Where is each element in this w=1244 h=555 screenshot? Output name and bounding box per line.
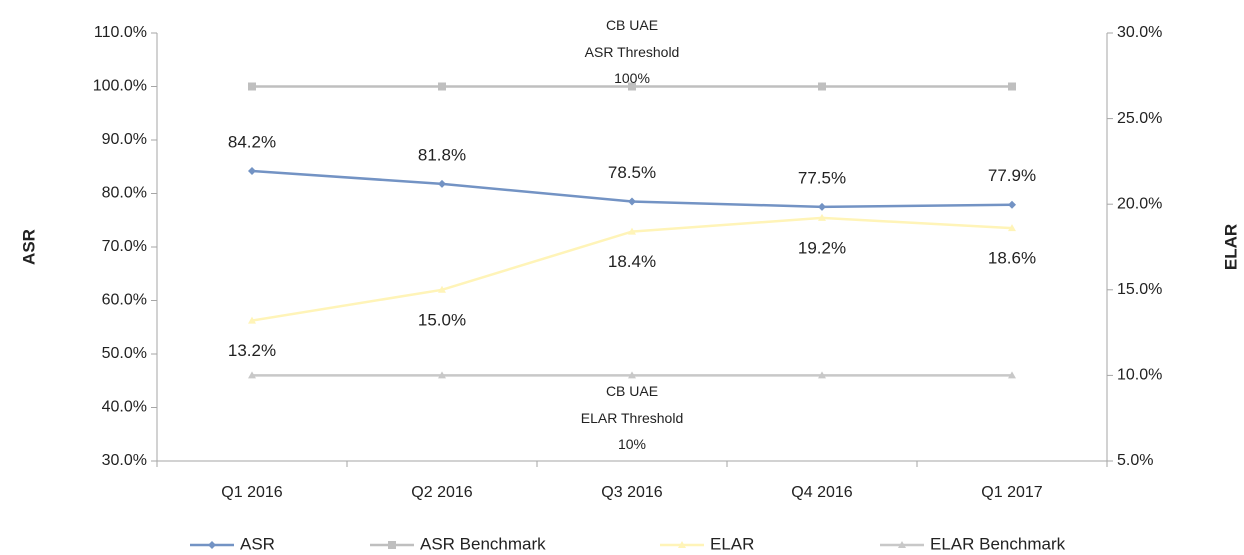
x-tick-label: Q3 2016 — [601, 484, 662, 501]
data-label: 84.2% — [228, 133, 276, 152]
point — [1008, 224, 1016, 232]
y-tick-label: 90.0% — [102, 131, 147, 148]
annotation: ASR Threshold — [585, 44, 680, 60]
legend-label: ASR — [240, 534, 275, 553]
y2-tick-label: 30.0% — [1117, 24, 1162, 41]
point — [628, 227, 636, 235]
point — [1008, 200, 1016, 209]
point — [248, 316, 256, 324]
y-tick-label: 60.0% — [102, 292, 147, 309]
data-label: 13.2% — [228, 341, 276, 360]
legend-marker — [898, 541, 906, 548]
annotation: 10% — [618, 436, 646, 452]
x-tick-label: Q2 2016 — [411, 484, 472, 501]
y-tick-label: 100.0% — [93, 78, 147, 95]
point — [1008, 371, 1016, 379]
annotation: 100% — [614, 70, 650, 86]
legend-label: ASR Benchmark — [420, 534, 546, 553]
y-tick-label: 40.0% — [102, 399, 147, 416]
y-axis-title: ASR — [19, 229, 38, 265]
y2-tick-label: 5.0% — [1117, 452, 1153, 469]
data-label: 18.6% — [988, 249, 1036, 268]
data-label: 77.9% — [988, 166, 1036, 185]
point — [818, 213, 826, 221]
point — [628, 82, 636, 91]
x-tick-label: Q1 2017 — [981, 484, 1042, 501]
y-tick-label: 50.0% — [102, 345, 147, 362]
legend-label: ELAR — [710, 534, 754, 553]
data-label: 19.2% — [798, 238, 846, 257]
y-tick-label: 110.0% — [94, 24, 147, 41]
annotation: CB UAE — [606, 17, 658, 33]
point — [248, 82, 256, 91]
y2-tick-label: 15.0% — [1117, 281, 1162, 298]
point — [438, 82, 446, 91]
annotation: ELAR Threshold — [581, 410, 683, 426]
point — [628, 197, 636, 206]
point — [818, 82, 826, 91]
legend-marker — [678, 541, 686, 548]
point — [438, 179, 446, 188]
y-tick-label: 30.0% — [102, 452, 147, 469]
data-label: 81.8% — [418, 145, 466, 164]
point — [628, 371, 636, 379]
legend-marker — [388, 541, 396, 549]
legend-marker — [208, 541, 216, 549]
legend-label: ELAR Benchmark — [930, 534, 1066, 553]
y2-tick-label: 10.0% — [1117, 367, 1162, 384]
y2-tick-label: 25.0% — [1117, 110, 1162, 127]
x-tick-label: Q1 2016 — [221, 484, 282, 501]
data-label: 18.4% — [608, 252, 656, 271]
y-tick-label: 70.0% — [102, 238, 147, 255]
data-label: 78.5% — [608, 163, 656, 182]
point — [248, 371, 256, 379]
point — [818, 371, 826, 379]
y2-tick-label: 20.0% — [1117, 195, 1162, 212]
y-tick-label: 80.0% — [102, 185, 147, 202]
x-tick-label: Q4 2016 — [791, 484, 852, 501]
point — [438, 285, 446, 293]
annotation: CB UAE — [606, 383, 658, 399]
data-label: 15.0% — [418, 310, 466, 329]
point — [818, 202, 826, 211]
y2-axis-title: ELAR — [1221, 224, 1240, 270]
point — [248, 167, 256, 176]
point — [438, 371, 446, 379]
data-label: 77.5% — [798, 168, 846, 187]
point — [1008, 82, 1016, 91]
